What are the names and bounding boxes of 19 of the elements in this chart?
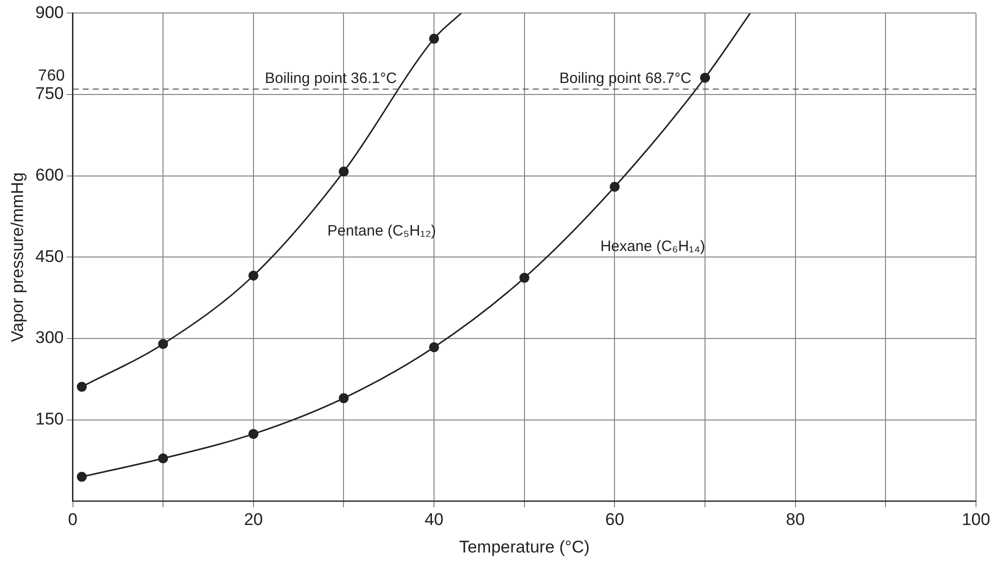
x-tick-label: 20 (244, 510, 263, 530)
ref-line-label: 760 (38, 68, 65, 85)
annotation: Boiling point 68.7°C (559, 70, 692, 87)
annotation: Boiling point 36.1°C (264, 70, 397, 87)
y-tick-label: 600 (35, 166, 64, 185)
y-tick-label: 750 (35, 84, 64, 104)
x-tick-label: 100 (962, 510, 990, 530)
x-axis-title: Temperature (°C) (459, 537, 590, 556)
series-label: Pentane (C₅H₁₂) (327, 222, 436, 240)
y-axis-title: Vapor pressure/mmHg (8, 172, 27, 342)
y-tick-label: 900 (35, 2, 64, 22)
x-tick-label: 40 (424, 510, 444, 530)
y-tick-label: 450 (35, 246, 64, 266)
y-tick-label: 300 (35, 328, 64, 348)
x-tick-label: 0 (68, 510, 78, 530)
y-tick-label: 150 (35, 410, 64, 429)
x-tick-label: 60 (605, 510, 624, 530)
x-tick-label: 80 (786, 510, 805, 530)
series-label: Hexane (C₆H₁₄) (600, 238, 706, 255)
